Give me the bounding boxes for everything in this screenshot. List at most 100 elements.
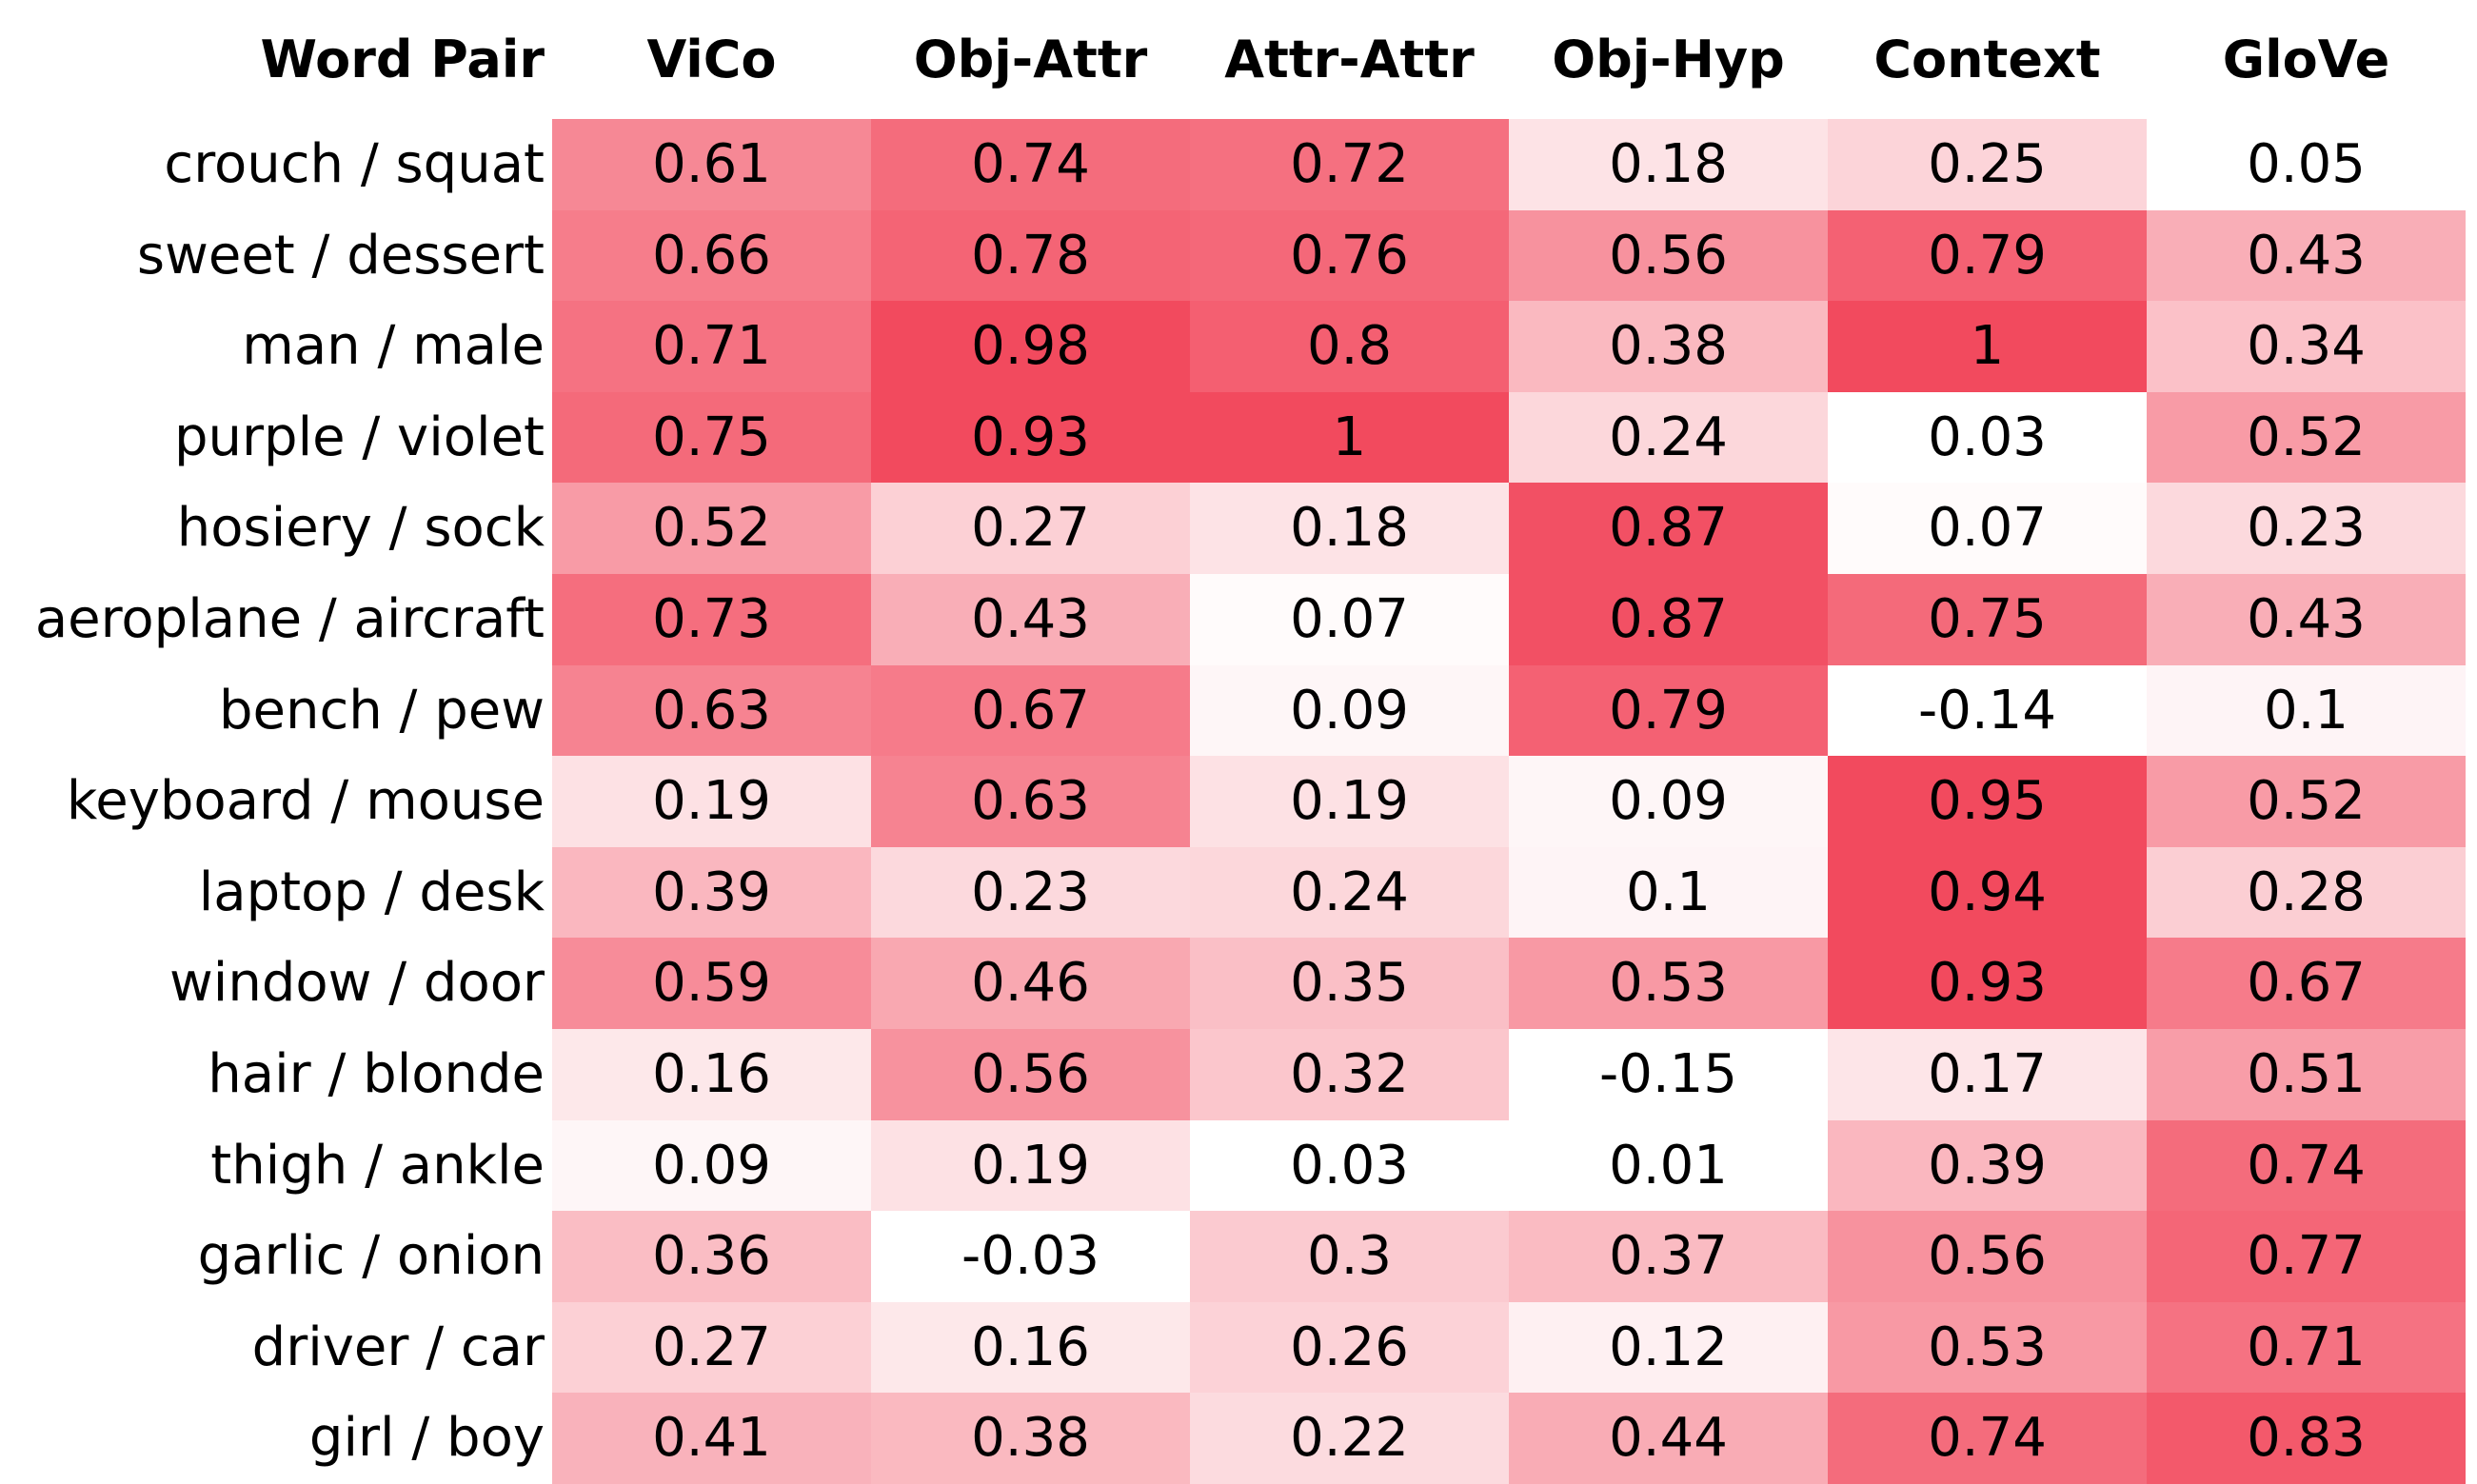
row-label: sweet / dessert [136,224,545,287]
heatmap-cell: 0.46 [871,938,1190,1029]
heatmap-cell: 0.17 [1828,1029,2147,1120]
row-label: man / male [242,315,545,378]
heatmap-cell: 0.18 [1509,119,1828,210]
heatmap-cell: 0.94 [1828,846,2147,939]
row-label: driver / car [251,1316,545,1378]
heatmap-cell: 0.59 [552,938,871,1029]
heatmap-cell: 0.51 [2147,1029,2466,1120]
heatmap-cell: 0.87 [1509,574,1828,665]
heatmap-cell: 0.36 [552,1211,871,1302]
heatmap-cell: 0.28 [2147,846,2466,939]
row-label: thigh / ankle [210,1134,545,1197]
heatmap-cell: 0.71 [552,301,871,392]
heatmap-cell: -0.03 [871,1211,1190,1302]
heatmap-cell: 0.09 [1509,756,1828,847]
heatmap-cell: 0.74 [1828,1393,2147,1484]
row-label: hair / blonde [208,1043,545,1105]
heatmap-cell: 0.26 [1190,1301,1509,1394]
row-label: crouch / squat [164,133,545,195]
row-label: garlic / onion [197,1225,545,1288]
heatmap-cell: 0.05 [2147,119,2466,210]
heatmap-cell: 0.3 [1190,1211,1509,1302]
heatmap-cell: 0.63 [871,756,1190,847]
heatmap-cell: 0.79 [1509,664,1828,757]
heatmap-cell: 0.44 [1509,1393,1828,1484]
heatmap-cell: 0.09 [1190,664,1509,757]
heatmap-cell: -0.14 [1828,664,2147,757]
heatmap-cell: 0.8 [1190,301,1509,392]
heatmap-cell: 0.27 [871,483,1190,574]
heatmap-cell: 0.09 [552,1119,871,1212]
heatmap-cell: 0.53 [1828,1301,2147,1394]
heatmap-cell: 0.39 [552,846,871,939]
heatmap-cell: 0.12 [1509,1301,1828,1394]
heatmap-cell: 0.87 [1509,483,1828,574]
heatmap-cell: 0.19 [1190,756,1509,847]
heatmap-cell: 0.01 [1509,1119,1828,1212]
heatmap-cell: 0.72 [1190,119,1509,210]
heatmap-cell: 0.61 [552,119,871,210]
heatmap-cell: 0.16 [552,1029,871,1120]
column-header-attr-attr: Attr-Attr [1224,30,1475,89]
heatmap-cell: 0.75 [552,391,871,484]
heatmap-cell: 0.93 [871,391,1190,484]
row-label: window / door [168,952,545,1015]
column-header-context: Context [1873,30,2101,89]
heatmap-cell: 0.41 [552,1393,871,1484]
heatmap-cell: 0.56 [1828,1211,2147,1302]
heatmap-cell: 0.67 [2147,938,2466,1029]
row-label: girl / boy [308,1407,545,1470]
column-header-obj-attr: Obj-Attr [913,30,1148,89]
heatmap-cell: 0.74 [871,119,1190,210]
heatmap-cell: 0.38 [871,1393,1190,1484]
heatmap-cell: 0.56 [871,1029,1190,1120]
heatmap-cell: 0.95 [1828,756,2147,847]
heatmap-cell: 0.03 [1190,1119,1509,1212]
heatmap-cell: 0.35 [1190,938,1509,1029]
heatmap-cell: 0.73 [552,574,871,665]
heatmap-cell: 0.07 [1828,483,2147,574]
heatmap-cell: 1 [1190,391,1509,484]
heatmap-cell: 0.67 [871,664,1190,757]
heatmap-cell: 0.19 [552,756,871,847]
column-header-obj-hyp: Obj-Hyp [1552,30,1785,89]
heatmap-cell: 0.37 [1509,1211,1828,1302]
column-header-glove: GloVe [2222,30,2390,89]
heatmap-cell: 0.93 [1828,938,2147,1029]
heatmap-cell: 0.53 [1509,938,1828,1029]
heatmap-cell: 0.43 [2147,209,2466,302]
heatmap-cell: 0.52 [2147,756,2466,847]
row-label: hosiery / sock [176,497,545,560]
heatmap-cell: 0.78 [871,209,1190,302]
heatmap-cell: 0.43 [2147,574,2466,665]
heatmap-cell: 0.25 [1828,119,2147,210]
heatmap-cell: 0.18 [1190,483,1509,574]
heatmap-cell: 0.24 [1190,846,1509,939]
row-header: Word Pair [260,30,545,89]
heatmap-cell: 0.39 [1828,1119,2147,1212]
heatmap-cell: 0.79 [1828,209,2147,302]
heatmap-cell: 0.52 [2147,391,2466,484]
heatmap-cell: 0.63 [552,664,871,757]
heatmap-cell: 0.03 [1828,391,2147,484]
heatmap-cell: 0.23 [871,846,1190,939]
heatmap-cell: 0.52 [552,483,871,574]
row-label: laptop / desk [198,861,545,923]
row-label: aeroplane / aircraft [34,588,545,650]
heatmap-cell: 0.66 [552,209,871,302]
heatmap-cell: 0.22 [1190,1393,1509,1484]
heatmap-cell: 0.83 [2147,1393,2466,1484]
heatmap-cell: 0.98 [871,301,1190,392]
heatmap-cell: 0.27 [552,1301,871,1394]
row-label: purple / violet [173,406,545,468]
heatmap-cell: 0.07 [1190,574,1509,665]
column-header-vico: ViCo [646,30,777,89]
row-label: keyboard / mouse [66,770,545,833]
heatmap-cell: 0.19 [871,1119,1190,1212]
heatmap-cell: 0.77 [2147,1211,2466,1302]
heatmap-cell: 1 [1828,301,2147,392]
heatmap-cell: -0.15 [1509,1029,1828,1120]
heatmap-cell: 0.56 [1509,209,1828,302]
heatmap-cell: 0.76 [1190,209,1509,302]
heatmap-cell: 0.34 [2147,301,2466,392]
